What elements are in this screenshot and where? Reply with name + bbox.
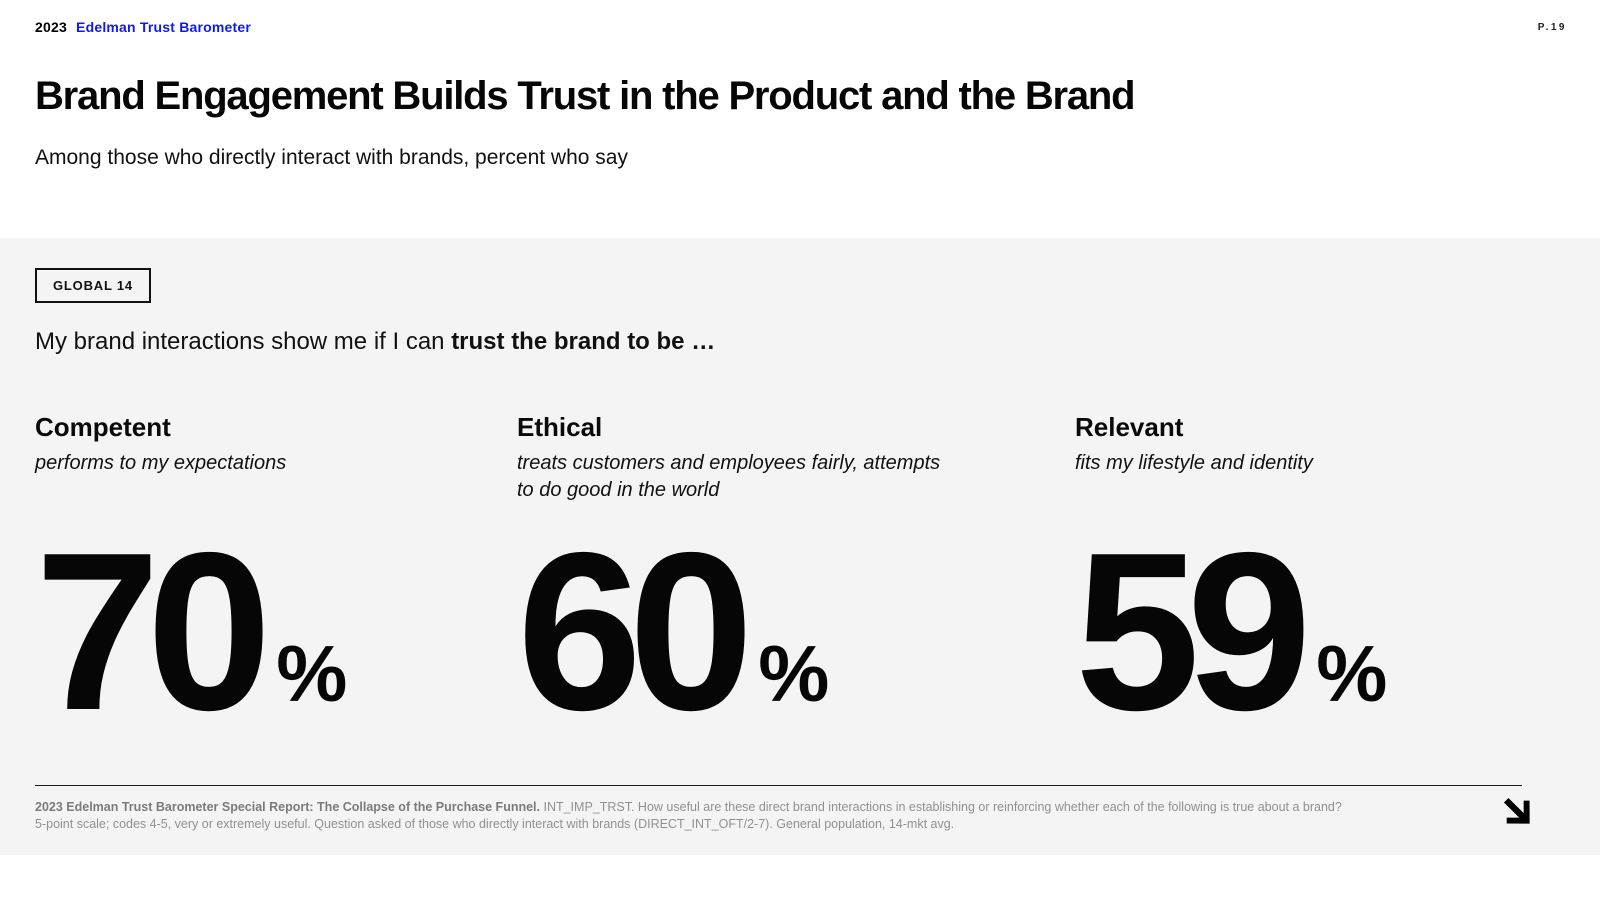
divider-line: [35, 785, 1522, 786]
footnote: 2023 Edelman Trust Barometer Special Rep…: [35, 799, 1345, 832]
stat-label: Competent: [35, 412, 171, 442]
brand-name: Edelman Trust Barometer: [76, 19, 252, 35]
stat-label: Relevant: [1075, 412, 1184, 442]
brand-logo: 2023 Edelman Trust Barometer: [35, 19, 251, 35]
percent-sign: %: [1316, 629, 1388, 718]
slide-subtitle: Among those who directly interact with b…: [35, 146, 628, 169]
question-emphasis: trust the brand to be …: [451, 328, 716, 355]
global-badge: GLOBAL 14: [35, 268, 151, 303]
footnote-source: 2023 Edelman Trust Barometer Special Rep…: [35, 800, 540, 814]
stat-number: 59: [1075, 505, 1312, 757]
stat-number: 70: [35, 505, 272, 757]
percent-sign: %: [758, 629, 830, 718]
page-number: P.19: [1537, 22, 1567, 33]
arrow-right-icon: [1503, 797, 1530, 824]
slide-title: Brand Engagement Builds Trust in the Pro…: [35, 74, 1136, 118]
stats-row: Competent performs to my expectations 70…: [35, 412, 1387, 793]
stat-value: 60%: [517, 519, 829, 744]
brand-year: 2023: [35, 19, 67, 35]
stat-description: treats customers and employees fairly, a…: [517, 451, 941, 501]
next-arrow-button[interactable]: [1487, 781, 1549, 843]
stat-relevant: Relevant fits my lifestyle and identity …: [1075, 412, 1387, 793]
stat-description: fits my lifestyle and identity: [1075, 451, 1313, 474]
stat-value: 59%: [1075, 519, 1387, 744]
stat-description: performs to my expectations: [35, 451, 287, 474]
footnote-text: INT_IMP_TRST. How useful are these direc…: [35, 800, 1342, 831]
stat-ethical: Ethical treats customers and employees f…: [517, 412, 1075, 793]
stat-value: 70%: [35, 519, 347, 744]
content-panel: GLOBAL 14 My brand interactions show me …: [0, 238, 1600, 855]
stat-competent: Competent performs to my expectations 70…: [35, 412, 517, 793]
percent-sign: %: [276, 629, 348, 718]
stat-number: 60: [517, 505, 754, 757]
question-text: My brand interactions show me if I can t…: [35, 328, 715, 356]
stat-label: Ethical: [517, 412, 603, 442]
question-prefix: My brand interactions show me if I can: [35, 328, 452, 355]
